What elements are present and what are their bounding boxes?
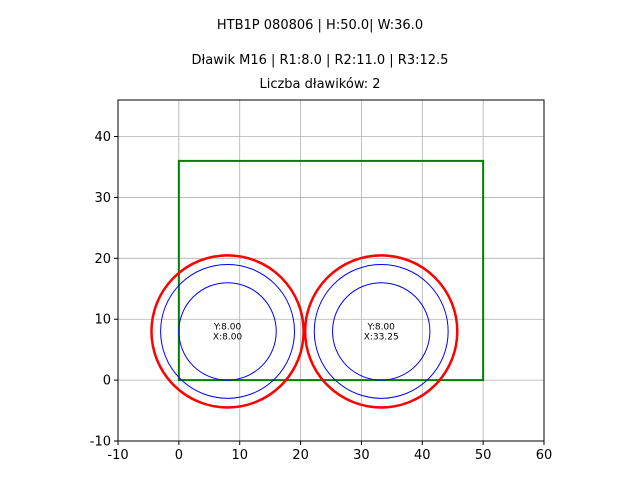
gland-2-r3-circle — [303, 254, 459, 409]
y-tick-label: 40 — [94, 130, 111, 145]
x-tick-label: 40 — [414, 448, 431, 463]
x-tick-label: 50 — [475, 448, 492, 463]
x-tick-label: -10 — [107, 448, 128, 463]
x-tick-label: 60 — [536, 448, 553, 463]
y-tick-label: 0 — [103, 374, 111, 389]
gland-1-r3-circle — [150, 254, 305, 409]
x-tick-label: 10 — [231, 448, 248, 463]
gland-2-r1-circle — [332, 282, 431, 381]
housing-rectangle — [177, 159, 485, 382]
chart-title-line-2: Dławik M16 | R1:8.0 | R2:11.0 | R3:12.5 — [191, 53, 449, 68]
gland-2-label-x: X:33.25 — [364, 332, 399, 342]
x-tick-label: 30 — [353, 448, 370, 463]
y-tick-label: 30 — [94, 191, 111, 206]
gland-1-r1-circle — [178, 282, 277, 381]
chart-title-line-3: Liczba dławików: 2 — [259, 77, 381, 92]
gland-2-r2-circle — [313, 263, 449, 399]
chart-title-line-1: HTB1P 080806 | H:50.0| W:36.0 — [216, 18, 424, 33]
axes-frame — [117, 99, 545, 442]
gland-1-r2-circle — [160, 263, 295, 399]
x-tick-label: 0 — [175, 448, 183, 463]
gland-1-label-y: Y:8.00 — [213, 322, 242, 332]
gland-2-label-y: Y:8.00 — [367, 322, 396, 332]
gland-1-label-x: X:8.00 — [213, 332, 243, 342]
y-tick-label: 10 — [94, 313, 111, 328]
y-tick-label: -10 — [90, 435, 111, 450]
y-tick-label: 20 — [94, 252, 111, 267]
x-tick-label: 20 — [292, 448, 309, 463]
